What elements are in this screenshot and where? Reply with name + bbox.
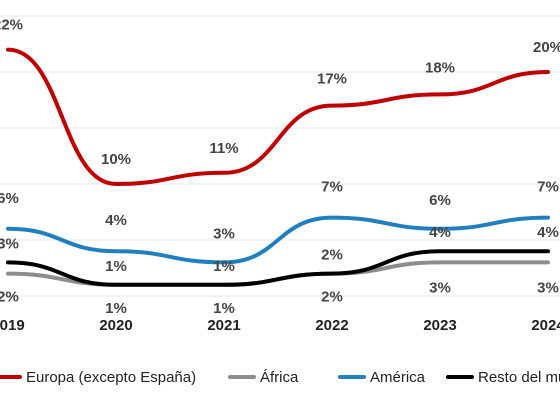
legend-label: Resto del mundo xyxy=(478,369,560,386)
data-label: 6% xyxy=(429,192,451,209)
data-label: 3% xyxy=(213,225,235,242)
data-label: 6% xyxy=(0,190,19,207)
data-label: 10% xyxy=(101,151,131,168)
series-line-america xyxy=(6,215,550,265)
data-label: 2% xyxy=(321,247,343,264)
x-tick-label: 2019 xyxy=(0,317,25,334)
grid-lines xyxy=(0,15,560,297)
data-label: 4% xyxy=(105,212,127,229)
data-label: 7% xyxy=(321,179,343,196)
series-line-europa-excepto-espana xyxy=(6,47,550,187)
x-tick-label: 2020 xyxy=(99,317,132,334)
legend-item-resto-del-mundo: Resto del mundo xyxy=(446,369,560,386)
data-label: 4% xyxy=(429,224,451,241)
series-line-resto-del-mundo xyxy=(6,249,550,287)
data-label: 17% xyxy=(317,71,347,88)
data-label: 7% xyxy=(537,179,559,196)
data-label: 1% xyxy=(105,300,127,317)
data-label: 1% xyxy=(213,300,235,317)
data-label: 18% xyxy=(425,59,455,76)
data-label: 11% xyxy=(209,140,238,157)
legend-label: Europa (excepto España) xyxy=(26,369,196,386)
series-lines xyxy=(6,47,550,287)
x-tick-label: 2024 xyxy=(531,317,560,334)
legend-item-america: América xyxy=(338,369,426,386)
data-label: 3% xyxy=(429,279,451,296)
x-tick-label: 2022 xyxy=(315,317,348,334)
data-label: 3% xyxy=(537,279,559,296)
data-label: 1% xyxy=(213,258,235,275)
x-tick-label: 2021 xyxy=(207,317,240,334)
x-tick-label: 2023 xyxy=(423,317,456,334)
data-label: 22% xyxy=(0,17,23,34)
legend-item-africa: África xyxy=(228,369,299,386)
data-label: 20% xyxy=(533,39,560,56)
data-label: 3% xyxy=(0,235,19,252)
data-label: 4% xyxy=(537,224,559,241)
data-label: 1% xyxy=(105,258,127,275)
legend-label: América xyxy=(370,369,426,386)
data-labels: 22% 10% 11% 17% 18% 20% 2% 1% 1% 2% 3% 3% 6% 4% 3% 7% 6%… xyxy=(0,17,560,317)
legend: Europa (excepto España) África América Rest… xyxy=(0,369,560,386)
legend-item-europa-excepto-espana: Europa (excepto España) xyxy=(0,369,196,386)
legend-label: África xyxy=(260,369,299,386)
data-label: 2% xyxy=(0,289,19,306)
data-label: 2% xyxy=(321,289,343,306)
x-axis-ticks: 2019 2020 2021 2022 2023 2024 xyxy=(0,317,560,334)
